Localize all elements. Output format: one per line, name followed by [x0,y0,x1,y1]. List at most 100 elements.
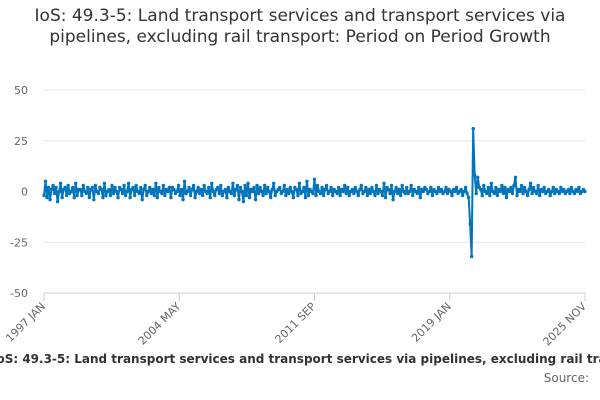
data-point [454,185,459,190]
data-point [241,199,246,204]
data-point [92,197,96,202]
data-point [374,183,379,188]
data-point [394,185,398,190]
data-point [448,189,453,194]
data-point [465,191,469,196]
data-point [155,195,160,200]
data-point [258,185,262,190]
source-label: Source: [543,371,589,385]
data-point [504,195,509,200]
data-point [540,189,545,194]
data-point [364,185,368,190]
data-point [329,185,333,190]
data-point [238,185,243,190]
x-tick-label: 2025 NOV [541,300,590,349]
data-point [240,189,244,194]
data-point [548,193,552,198]
data-point [476,175,480,179]
data-point [160,191,164,196]
data-point [318,191,323,196]
data-point [152,193,157,198]
data-point [237,197,241,202]
data-point [537,193,542,198]
data-point [327,189,332,194]
data-point [356,193,361,198]
data-point [297,181,302,186]
data-point [341,189,345,194]
data-point [482,183,486,188]
data-point [235,183,240,188]
data-point [391,197,395,202]
data-point [305,179,309,184]
data-point [116,195,120,200]
data-point [330,193,335,198]
data-point [397,187,401,192]
data-point [134,183,138,188]
data-point [515,193,519,198]
data-point [151,187,155,192]
data-point [108,193,113,198]
data-point [551,185,555,190]
data-point [285,187,289,192]
data-point [294,187,299,192]
data-point [550,189,554,194]
data-point [126,181,131,186]
data-point [472,173,477,177]
data-point [480,193,484,198]
data-point [444,185,448,190]
data-point [191,183,196,188]
data-point [359,183,364,188]
data-point [367,187,371,192]
data-point [188,193,193,198]
data-point [107,187,111,192]
data-point [132,193,137,198]
data-point [404,185,409,190]
data-point [424,187,429,192]
data-point [436,185,441,190]
data-point [231,181,235,186]
data-point [311,191,315,196]
data-point [43,179,48,184]
data-point [74,181,78,186]
data-point [270,187,274,192]
legend: IoS: 49.3-5: Land transport services and… [0,352,600,370]
data-point [320,185,324,190]
data-point [217,191,221,196]
data-point [314,193,318,198]
data-point [75,193,79,198]
data-point [273,193,277,198]
data-point [169,195,173,200]
data-point [376,191,380,196]
data-point [395,191,400,196]
data-point [244,193,249,198]
data-point [418,195,422,200]
data-point [442,189,447,194]
data-point [220,193,225,198]
data-point [84,191,89,196]
data-point [72,195,76,200]
data-point [463,185,468,190]
y-tick-label: 0 [21,186,28,199]
data-point [281,189,285,194]
y-tick-label: 25 [14,135,28,148]
data-point [190,187,194,192]
data-point [547,187,551,192]
data-point [45,195,49,200]
data-point [229,191,234,196]
data-point [379,189,383,194]
data-point [336,185,341,190]
data-point [54,185,58,190]
data-point [57,189,61,194]
data-point [566,187,571,192]
data-point [125,189,129,194]
data-point [200,193,205,198]
data-point [383,195,388,200]
data-point [63,185,67,190]
data-point [110,183,114,188]
data-point [196,185,200,190]
data-point [256,191,261,196]
data-point [343,183,347,188]
data-point [300,189,305,194]
y-axis: 50 25 0 -25 -50 [10,84,28,300]
data-point [262,183,267,188]
